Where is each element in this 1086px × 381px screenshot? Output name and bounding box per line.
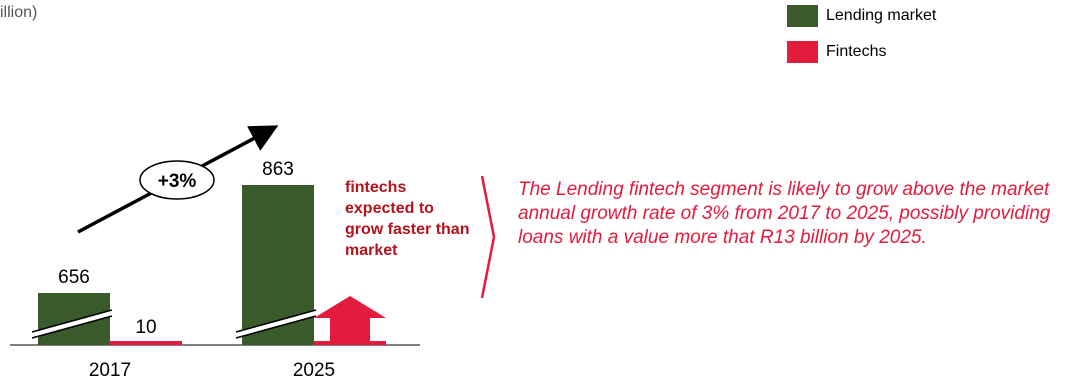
growth-label-ellipse [139,160,215,200]
axis-break-line [31,315,113,339]
bar-fintechs-2025 [314,341,386,345]
category-label-2025: 2025 [293,360,335,381]
legend-item-lending: Lending market [787,4,936,28]
legend-swatch-lending [787,5,818,27]
summary-text: The Lending fintech segment is likely to… [518,179,1051,248]
category-label-2017: 2017 [89,360,131,381]
value-label-lending-2017: 656 [58,267,90,288]
axis-break-line [235,309,317,333]
axis-break-line [235,315,317,339]
callout-text: fintechs expected to grow faster than ma… [345,179,470,259]
legend-swatch-fintechs [787,41,818,63]
growth-label: +3% [158,171,197,192]
bar-fintechs-2017 [110,341,182,345]
value-label-lending-2025: 863 [262,159,294,180]
axis-break-gap [236,310,316,338]
axis-break-gap [32,310,112,338]
value-label-fintechs-2017: 10 [135,317,156,338]
legend-item-fintechs: Fintechs [787,40,936,64]
unit-label: illion) [0,4,38,21]
legend-label-lending: Lending market [826,7,937,24]
legend: Lending market Fintechs [787,4,936,76]
fintech-growth-up-arrow [314,296,386,341]
axis-break-line [31,309,113,333]
legend-label-fintechs: Fintechs [826,43,887,60]
bracket-chevron [480,175,496,299]
